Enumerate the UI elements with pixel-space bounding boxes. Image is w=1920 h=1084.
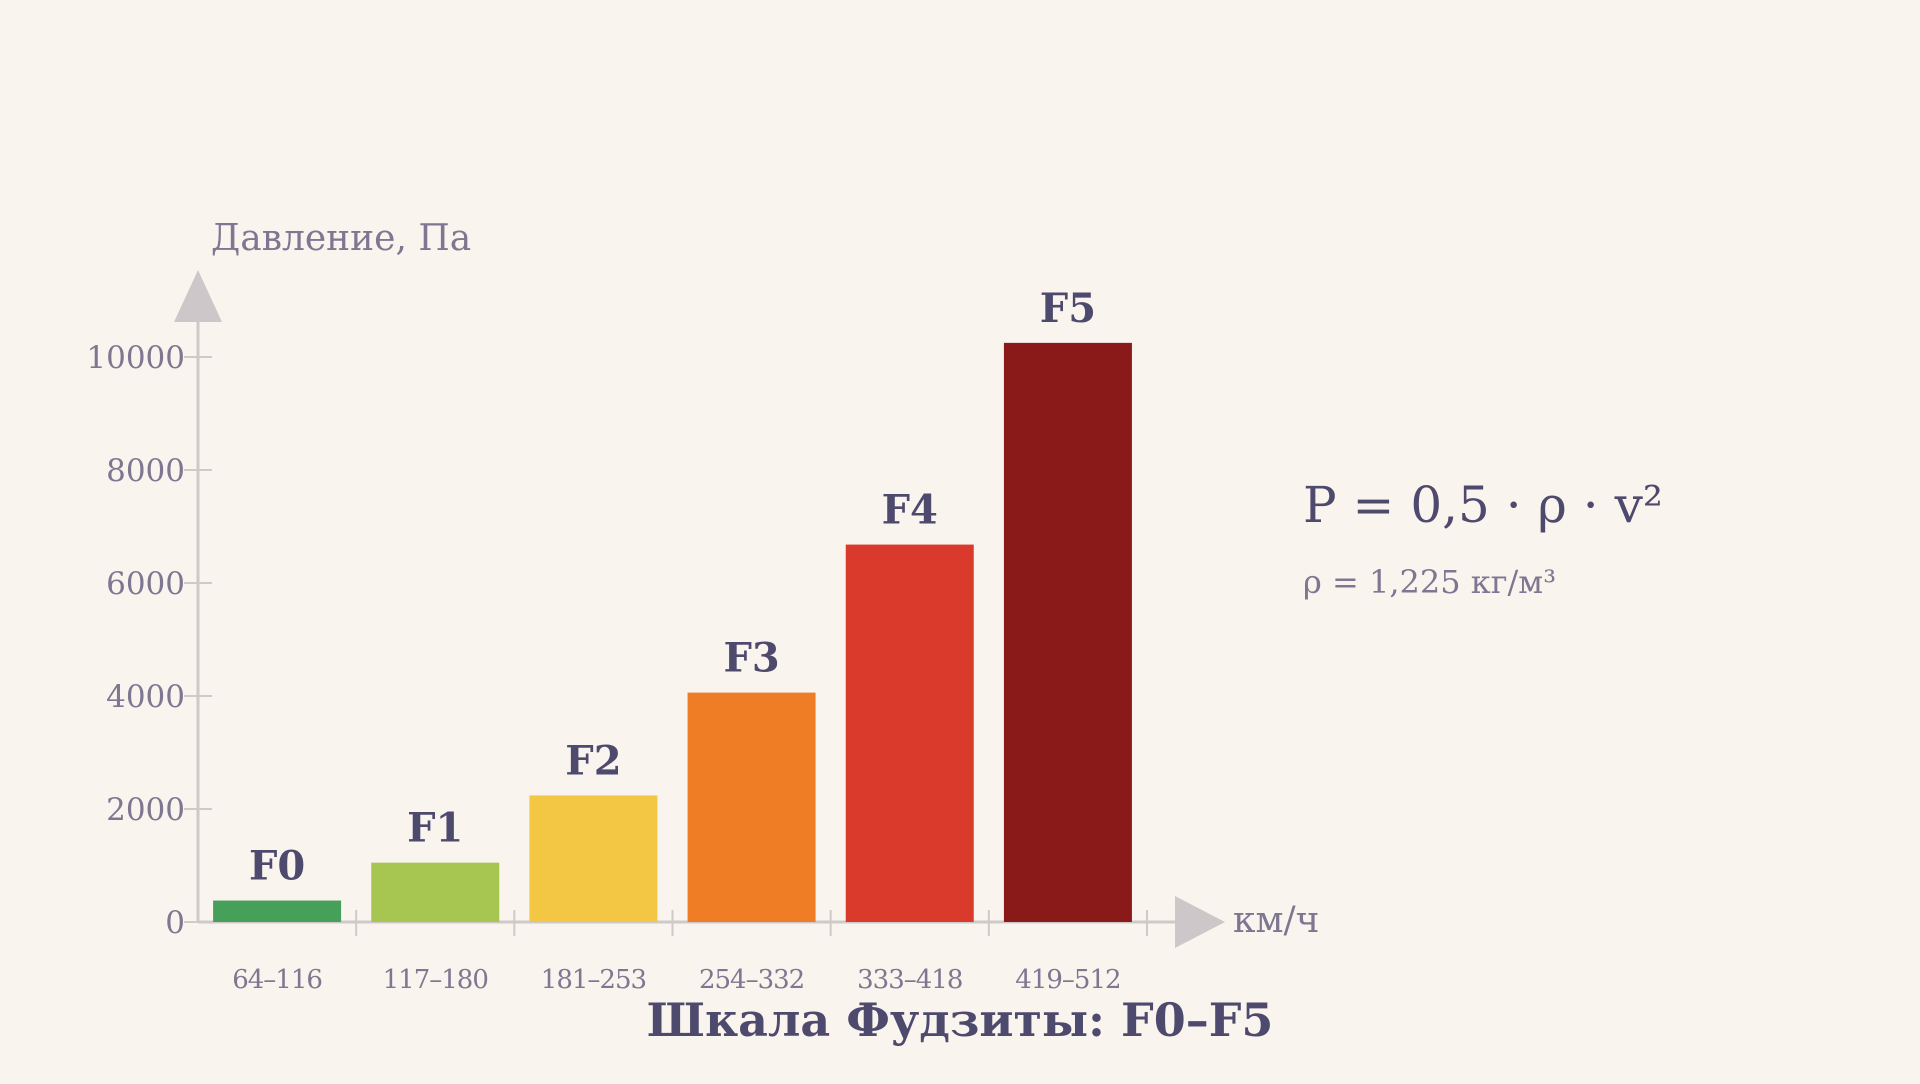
category-label: 181–253 xyxy=(541,965,646,995)
category-label: 333–418 xyxy=(857,965,962,995)
category-label: 419–512 xyxy=(1015,965,1120,995)
bar-label: F3 xyxy=(723,635,779,682)
y-tick-label: 4000 xyxy=(106,679,185,715)
air-density-note: ρ = 1,225 кг/м³ xyxy=(1303,563,1556,601)
pressure-formula: P = 0,5 · ρ · v² xyxy=(1303,476,1663,534)
y-tick-label: 2000 xyxy=(106,792,185,828)
bar-label: F1 xyxy=(407,805,463,852)
category-labels: 64–116 117–180 181–253 254–332 333–418 419–51… xyxy=(232,965,1121,995)
x-ticks xyxy=(355,910,1148,936)
bar-label: F2 xyxy=(565,737,621,784)
y-tick-label: 0 xyxy=(165,905,185,941)
y-ticks: 0 2000 4000 6000 8000 10000 xyxy=(86,340,212,941)
x-axis-title: км/ч xyxy=(1233,900,1319,941)
bar-f2 xyxy=(529,795,658,922)
chart-title: Шкала Фудзиты: F0–F5 xyxy=(647,993,1274,1047)
y-axis-arrow xyxy=(174,270,222,322)
bar-labels: F0 F1 F2 F3 F4 F5 xyxy=(249,285,1096,890)
y-tick-label: 10000 xyxy=(86,340,185,376)
category-label: 254–332 xyxy=(699,965,804,995)
y-tick-label: 6000 xyxy=(106,566,185,602)
bar-label: F5 xyxy=(1040,285,1096,332)
y-tick-label: 8000 xyxy=(106,453,185,489)
y-axis-title: Давление, Па xyxy=(211,218,471,259)
bar-label: F0 xyxy=(249,843,305,890)
bar-label: F4 xyxy=(882,487,938,534)
bars xyxy=(213,342,1132,922)
bar-f4 xyxy=(845,544,974,922)
bar-f0 xyxy=(213,900,342,922)
x-axis-arrow xyxy=(1175,896,1225,948)
category-label: 117–180 xyxy=(383,965,488,995)
bar-f3 xyxy=(687,692,816,922)
bar-f1 xyxy=(371,862,500,922)
bar-f5 xyxy=(1003,342,1132,922)
category-label: 64–116 xyxy=(232,965,322,995)
